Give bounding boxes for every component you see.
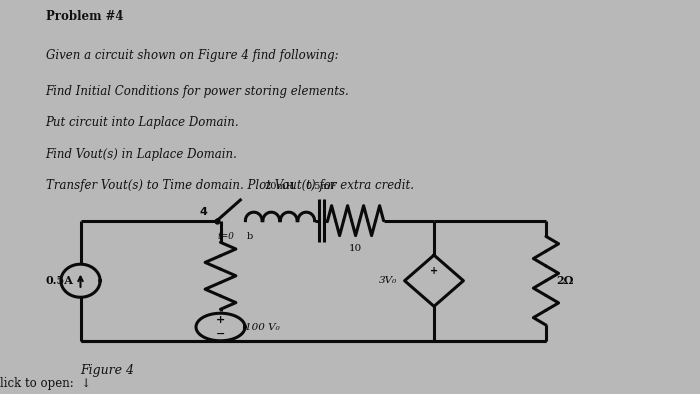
Text: Given a circuit shown on Figure 4 find following:: Given a circuit shown on Figure 4 find f… [46,49,338,62]
Text: +: + [430,266,438,276]
Text: Problem #4: Problem #4 [46,10,123,23]
Text: Find Vout(s) in Laplace Domain.: Find Vout(s) in Laplace Domain. [46,148,237,161]
Text: 10: 10 [349,244,362,253]
Text: +: + [216,315,225,325]
Text: 0.5A: 0.5A [46,275,74,286]
Text: Figure 4: Figure 4 [80,364,134,377]
Text: −: − [216,329,225,339]
Text: t=0: t=0 [217,232,234,242]
Text: 0.5mF: 0.5mF [305,182,337,191]
Text: Transfer Vout(s) to Time domain. Plot Vout(t) for extra credit.: Transfer Vout(s) to Time domain. Plot Vo… [46,179,414,192]
Text: 4: 4 [199,207,207,217]
Text: 20mH: 20mH [265,182,295,191]
Text: Put circuit into Laplace Domain.: Put circuit into Laplace Domain. [46,116,239,129]
Text: 3V₀: 3V₀ [379,276,398,285]
Text: b: b [247,232,253,242]
Text: Find Initial Conditions for power storing elements.: Find Initial Conditions for power storin… [46,85,349,98]
Text: 2Ω: 2Ω [556,275,574,286]
Text: lick to open:  ↓: lick to open: ↓ [0,377,91,390]
Text: 100 V₀: 100 V₀ [245,323,280,331]
